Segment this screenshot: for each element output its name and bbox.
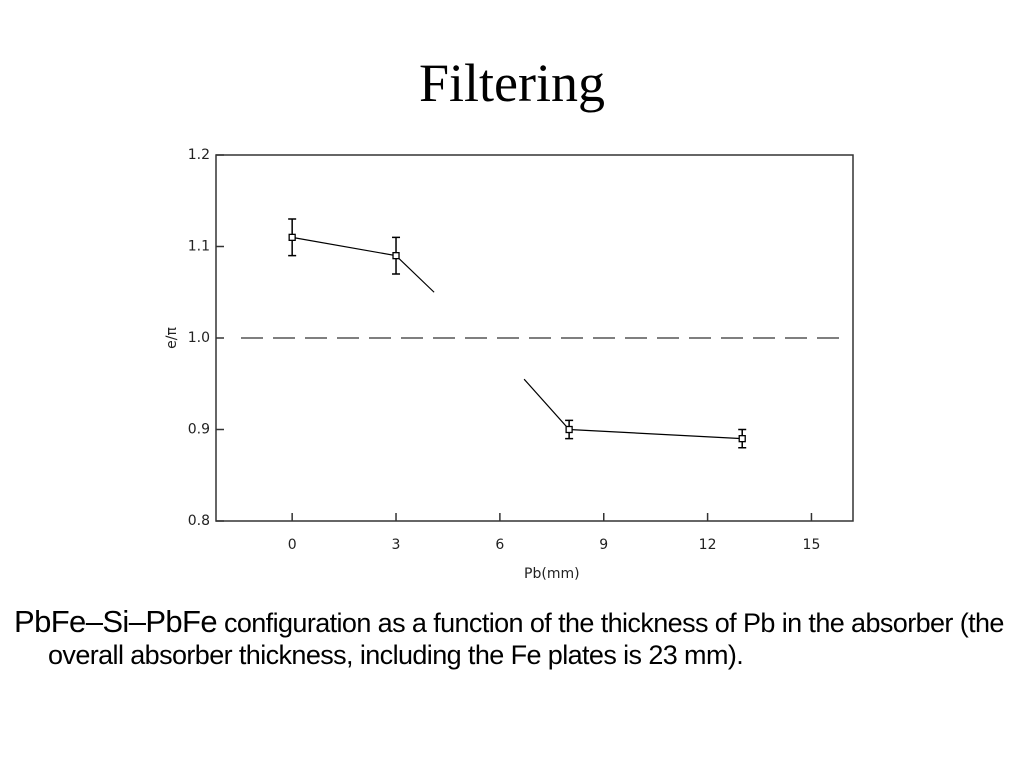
y-tick-label: 0.8	[188, 513, 210, 529]
x-tick-label: 15	[803, 537, 821, 553]
chart: 0.8 0.9 1.0 1.1 1.2 0 3 6 9 12 15 Pb(mm) e/π	[164, 147, 854, 582]
x-tick-label: 3	[392, 537, 401, 553]
caption: PbFe–Si–PbFe configuration as a function…	[14, 606, 1024, 671]
caption-lead: PbFe–Si–PbFe	[14, 604, 218, 639]
x-tick-label: 12	[699, 537, 717, 553]
slide-title: Filtering	[419, 53, 605, 113]
trend-line	[523, 378, 743, 440]
x-tick-label: 6	[495, 537, 504, 553]
data-point	[288, 233, 296, 242]
y-tick-label: 1.0	[188, 330, 210, 346]
data-point	[738, 434, 746, 443]
x-tick-label: 9	[599, 537, 608, 553]
caption-text: configuration as a function of the thick…	[48, 608, 1004, 670]
data-point	[565, 425, 573, 434]
data-point	[392, 251, 400, 260]
x-tick-label: 0	[288, 537, 297, 553]
x-axis-label: Pb(mm)	[524, 566, 580, 582]
trend-line	[292, 236, 435, 293]
y-tick-label: 1.2	[188, 147, 210, 163]
y-axis-label: e/π	[164, 327, 180, 349]
y-tick-label: 1.1	[188, 239, 210, 255]
y-tick-label: 0.9	[188, 422, 210, 438]
